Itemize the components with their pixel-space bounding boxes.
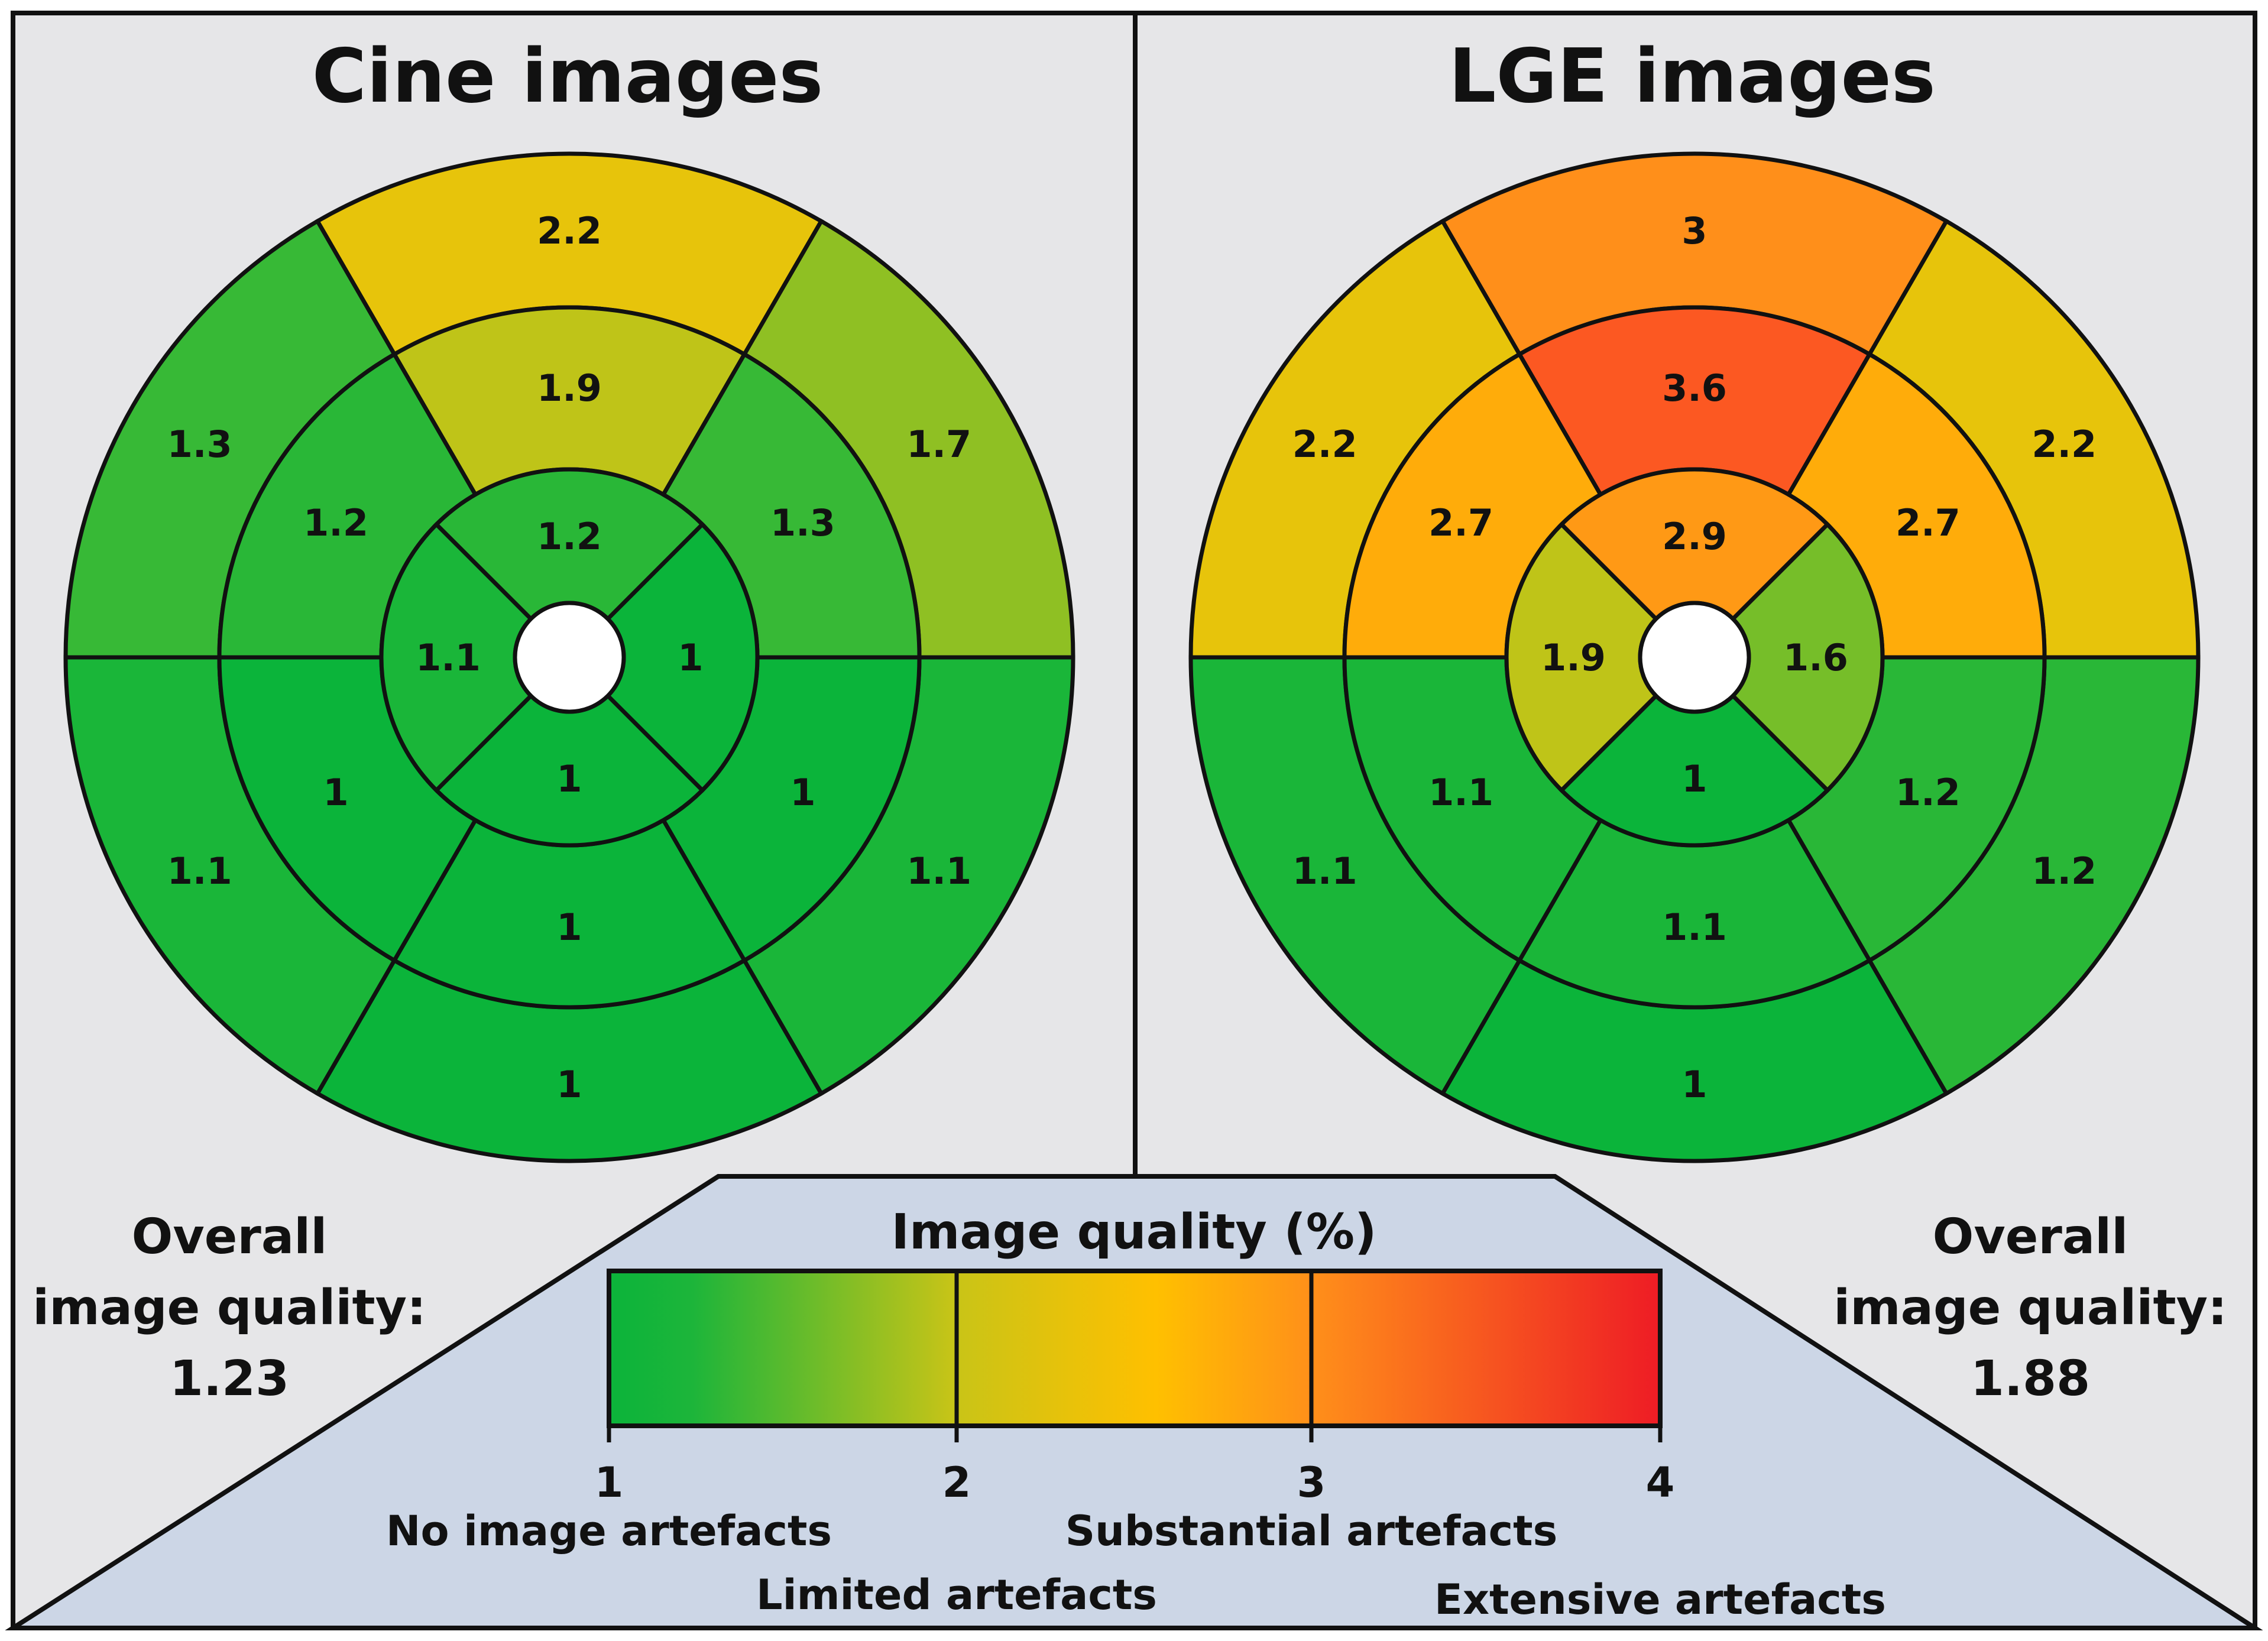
figure-frame bbox=[11, 11, 2257, 1630]
lge-bullseye: 3 2.2 1.2 1 1.1 2.2 3.6 2.7 1.2 1.1 1.1 2.7 2.9 1.6 1 1… bbox=[1188, 151, 2201, 1163]
cine-bullseye: 2.2 1.7 1.1 1 1.1 1.3 1.9 1.3 1 1 1 1.2 1.2 1 1 1.1 bbox=[63, 151, 1075, 1163]
lge-apical-segment-3-value: 1 bbox=[1681, 757, 1707, 800]
cine-apical-segment-3-value: 1 bbox=[556, 757, 582, 800]
lge-overall-value: 1.88 bbox=[1971, 1351, 2090, 1407]
legend-category-substantial-artefacts: Substantial artefacts bbox=[1065, 1507, 1558, 1555]
cine-overall-quality: Overall image quality: 1.23 bbox=[33, 1209, 426, 1407]
cine-overall-label-line2: image quality: bbox=[33, 1280, 426, 1336]
legend-category-extensive-artefacts: Extensive artefacts bbox=[1434, 1575, 1886, 1624]
cine-mid-segment-1-value: 1.9 bbox=[537, 367, 602, 410]
lge-basal-segment-3-value: 1.2 bbox=[2032, 849, 2097, 893]
cine-overall-value: 1.23 bbox=[170, 1351, 289, 1407]
lge-overall-quality: Overall image quality: 1.88 bbox=[1833, 1209, 2227, 1407]
legend-category-limited-artefacts: Limited artefacts bbox=[756, 1571, 1157, 1619]
cine-basal-segment-5-value: 1.1 bbox=[167, 849, 232, 893]
cine-basal-segment-2-value: 1.7 bbox=[906, 423, 971, 466]
legend-tick-4: 4 bbox=[1646, 1458, 1675, 1507]
lge-mid-segment-1-value: 3.6 bbox=[1662, 367, 1727, 410]
cine-apical-segment-4-value: 1.1 bbox=[416, 636, 481, 679]
lge-basal-segment-5-value: 1.1 bbox=[1292, 849, 1357, 893]
lge-apical-segment-2-value: 1.6 bbox=[1783, 636, 1848, 679]
lge-basal-segment-4-value: 1 bbox=[1681, 1063, 1707, 1106]
cine-mid-segment-6-value: 1.2 bbox=[303, 501, 368, 544]
legend-title: Image quality (%) bbox=[891, 1204, 1376, 1260]
lge-basal-segment-6-value: 2.2 bbox=[1292, 423, 1357, 466]
cine-title: Cine images bbox=[312, 33, 824, 119]
cine-basal-segment-6-value: 1.3 bbox=[167, 423, 232, 466]
cine-center-hole bbox=[513, 601, 626, 714]
cine-overall-label-line1: Overall bbox=[132, 1209, 328, 1265]
lge-mid-segment-3-value: 1.2 bbox=[1896, 771, 1961, 814]
lge-overall-label-line2: image quality: bbox=[1833, 1280, 2227, 1336]
legend-color-bar bbox=[607, 1269, 1663, 1428]
legend-tick-3: 3 bbox=[1297, 1458, 1326, 1507]
lge-basal-segment-2-value: 2.2 bbox=[2032, 423, 2097, 466]
lge-apical-segment-4-value: 1.9 bbox=[1541, 636, 1606, 679]
cine-basal-segment-4-value: 1 bbox=[556, 1063, 582, 1106]
lge-title: LGE images bbox=[1449, 33, 1936, 119]
legend-tick-1: 1 bbox=[595, 1458, 624, 1507]
lge-basal-segment-1-value: 3 bbox=[1681, 209, 1707, 252]
lge-center-hole bbox=[1638, 601, 1751, 714]
lge-apical-segment-1-value: 2.9 bbox=[1662, 515, 1727, 558]
lge-mid-segment-5-value: 1.1 bbox=[1428, 771, 1493, 814]
cine-mid-segment-4-value: 1 bbox=[556, 906, 582, 949]
legend-tick-2: 2 bbox=[942, 1458, 971, 1507]
lge-overall-label-line1: Overall bbox=[1933, 1209, 2128, 1265]
cine-basal-segment-3-value: 1.1 bbox=[906, 849, 971, 893]
cine-apical-segment-2-value: 1 bbox=[678, 636, 703, 679]
cine-apical-segment-1-value: 1.2 bbox=[537, 515, 602, 558]
cine-mid-segment-2-value: 1.3 bbox=[770, 501, 835, 544]
cine-mid-segment-5-value: 1 bbox=[323, 771, 349, 814]
legend-category-no-artefacts: No image artefacts bbox=[386, 1507, 832, 1555]
legend-ticks: 1 2 3 4 bbox=[595, 1426, 1675, 1507]
cine-mid-segment-3-value: 1 bbox=[790, 771, 815, 814]
lge-mid-segment-6-value: 2.7 bbox=[1428, 501, 1493, 544]
lge-mid-segment-4-value: 1.1 bbox=[1662, 906, 1727, 949]
cine-basal-segment-1-value: 2.2 bbox=[537, 209, 602, 252]
lge-mid-segment-2-value: 2.7 bbox=[1896, 501, 1961, 544]
